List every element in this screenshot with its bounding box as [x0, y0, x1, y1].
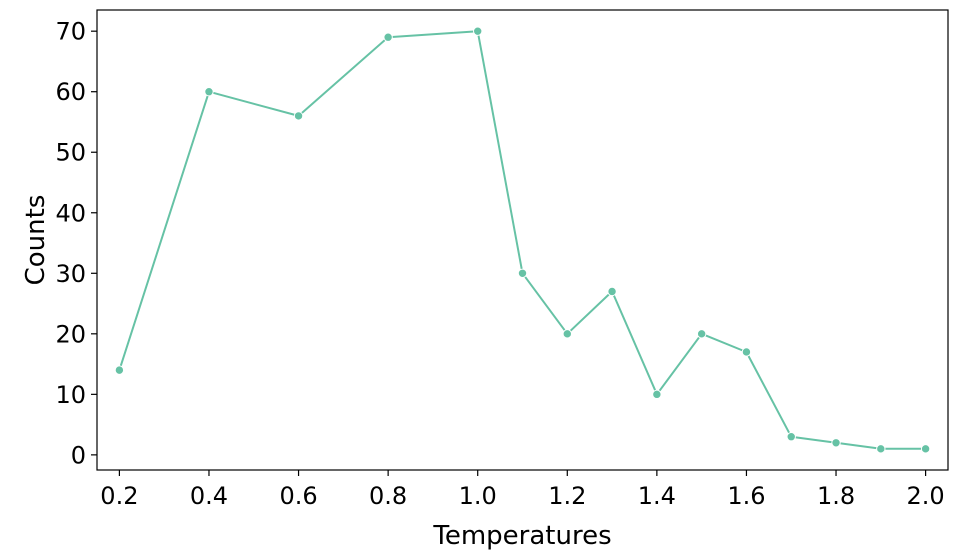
data-point — [920, 444, 931, 454]
y-axis-ticks: 0 10 20 30 40 50 60 70 — [55, 18, 97, 469]
x-tick-label: 1.0 — [459, 482, 497, 510]
data-point — [293, 111, 304, 121]
y-tick-label: 70 — [55, 18, 86, 46]
x-tick-label: 1.6 — [727, 482, 765, 510]
y-tick-label: 60 — [55, 78, 86, 106]
data-point — [831, 438, 841, 448]
data-point — [383, 32, 393, 42]
data-point — [473, 26, 483, 36]
series-layer — [114, 26, 931, 454]
data-point — [876, 444, 886, 454]
x-tick-label: 0.2 — [100, 482, 138, 510]
y-tick-label: 40 — [55, 199, 86, 227]
y-axis-label: Counts — [21, 195, 51, 286]
y-tick-label: 20 — [55, 320, 86, 348]
data-point — [696, 329, 707, 339]
data-point — [562, 329, 572, 339]
x-tick-label: 0.4 — [190, 482, 228, 510]
x-tick-label: 0.8 — [369, 482, 407, 510]
data-point — [114, 365, 125, 375]
x-tick-label: 1.2 — [548, 482, 586, 510]
x-axis-ticks: 0.2 0.4 0.6 0.8 1.0 1.2 1.4 1.6 1.8 2.0 — [100, 470, 945, 510]
x-tick-label: 1.8 — [817, 482, 855, 510]
series-line — [118, 30, 926, 450]
data-point — [741, 347, 752, 357]
plot-frame — [96, 9, 949, 471]
y-tick-label: 50 — [55, 139, 86, 167]
data-point — [786, 432, 796, 442]
data-point — [652, 389, 662, 400]
y-tick-label: 10 — [55, 381, 86, 409]
data-point — [607, 286, 617, 297]
data-point — [204, 87, 214, 97]
y-tick-label: 30 — [55, 260, 86, 288]
x-tick-label: 2.0 — [907, 482, 945, 510]
x-axis-label: Temperatures — [432, 521, 611, 551]
data-point — [517, 268, 528, 278]
x-tick-label: 0.6 — [279, 482, 317, 510]
y-tick-label: 0 — [71, 441, 86, 469]
x-tick-label: 1.4 — [638, 482, 676, 510]
